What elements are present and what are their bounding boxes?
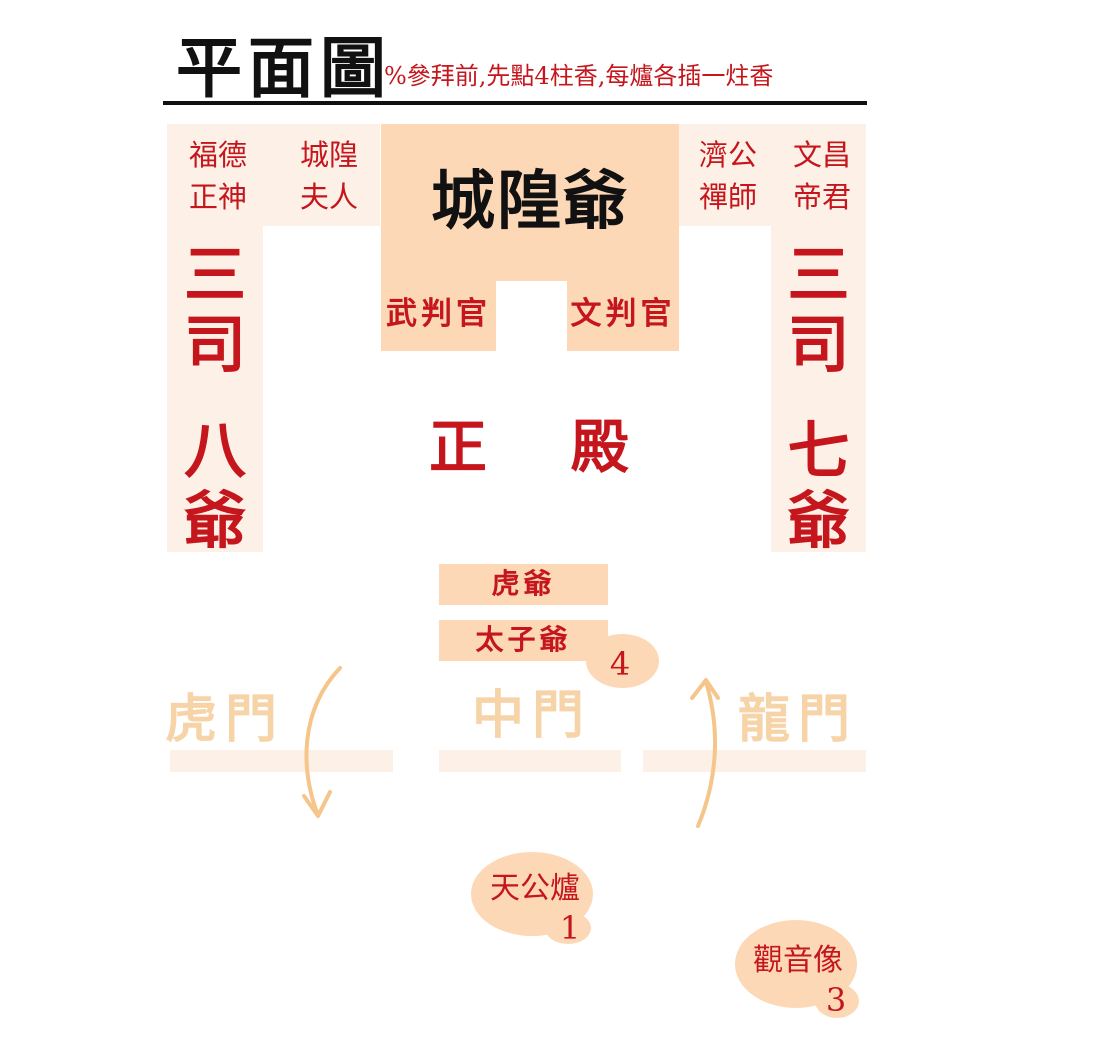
prince-altar: [439, 620, 608, 661]
dragon-gate-threshold: [643, 750, 866, 772]
tiangong-burner-number: 1: [559, 909, 581, 947]
tiger-lord-altar: [439, 564, 608, 605]
jigong-chanshi-label: 濟公 禪師: [698, 138, 757, 214]
guanyin-number-bubble: [815, 984, 859, 1018]
incense-instruction: %參拜前,先點4柱香,每爐各插一炷香: [384, 62, 774, 90]
middle-gate-threshold: [439, 750, 621, 772]
hall-char-2: 殿: [570, 413, 629, 481]
sansi-qiye-label: 三 司 七 爺: [787, 238, 850, 557]
wen-judge-altar: [567, 281, 679, 351]
tiangong-number-bubble: [545, 912, 591, 944]
right-column-panel: [771, 226, 866, 552]
dragon-gate-label: 龍門: [738, 689, 859, 750]
wen-judge-label: 文判官: [570, 296, 676, 332]
burner-4-marker: [586, 634, 659, 688]
middle-gate-label: 中門: [472, 685, 593, 746]
entry-arrow-icon: [690, 678, 720, 828]
guanyin-label: 觀音像: [753, 943, 843, 978]
page-title: 平面圖: [176, 29, 392, 107]
wu-judge-altar: [381, 281, 496, 351]
wenchang-dijun-label: 文昌 帝君: [792, 138, 851, 214]
chenghuang-ye-label: 城隍爺: [431, 164, 629, 239]
fude-zhengshen-label: 福德 正神: [188, 138, 247, 214]
prince-label: 太子爺: [475, 623, 572, 656]
wu-judge-label: 武判官: [386, 296, 491, 332]
tiger-lord-label: 虎爺: [491, 567, 556, 600]
tiger-gate-label: 虎門: [165, 689, 286, 750]
burner-4-number: 4: [609, 645, 631, 683]
sansi-baye-label: 三 司 八 爺: [183, 238, 246, 557]
tiangong-burner-label: 天公爐: [490, 871, 580, 906]
left-column-panel: [167, 226, 263, 552]
exit-arrow-icon: [302, 666, 342, 818]
chenghuang-furen-label: 城隍 夫人: [299, 138, 358, 214]
right-panel-top: [679, 124, 866, 226]
guanyin-number: 3: [825, 981, 847, 1019]
hall-char-1: 正: [428, 413, 487, 481]
main-altar: [381, 124, 679, 281]
title-underline: [163, 101, 867, 105]
left-panel-top: [167, 124, 380, 226]
tiger-gate-threshold: [170, 750, 393, 772]
